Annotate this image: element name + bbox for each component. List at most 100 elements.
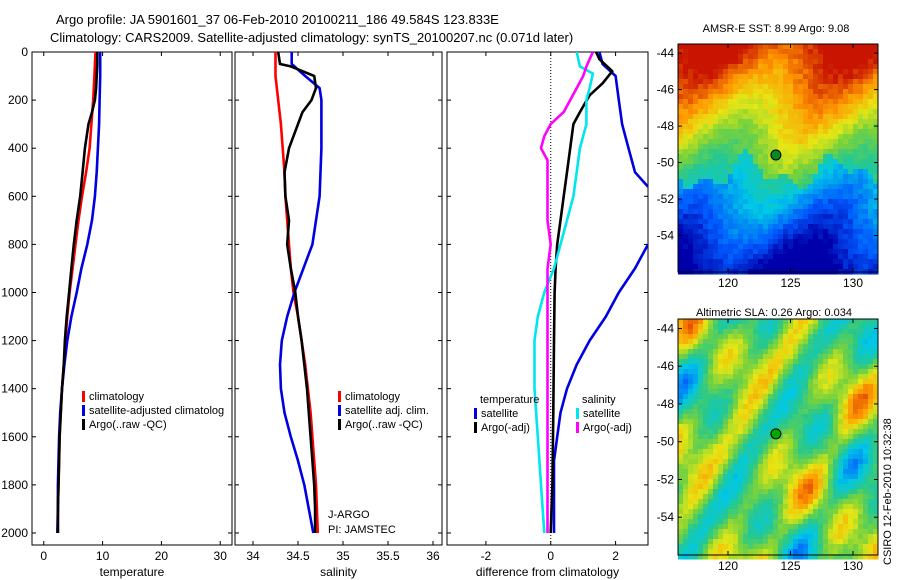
map-cell	[738, 104, 744, 110]
map-cell	[798, 334, 804, 340]
map-cell	[793, 179, 799, 185]
map-cell	[688, 444, 694, 450]
map-cell	[688, 99, 694, 105]
map-cell	[788, 514, 794, 520]
map-cell	[738, 469, 744, 475]
y-tick-label: 600	[8, 189, 28, 203]
map-cell	[868, 494, 874, 500]
map-cell	[828, 209, 834, 215]
map-cell	[758, 449, 764, 455]
map-cell	[803, 324, 809, 330]
map-cell	[733, 339, 739, 345]
map-cell	[798, 319, 804, 325]
map-cell	[753, 484, 759, 490]
map-cell	[803, 349, 809, 355]
map-cell	[728, 404, 734, 410]
map-cell	[683, 459, 689, 465]
map-cell	[803, 44, 809, 50]
map-cell	[833, 189, 839, 195]
map-cell	[783, 539, 789, 545]
map-cell	[813, 124, 819, 130]
map-cell	[733, 354, 739, 360]
map-cell	[778, 489, 784, 495]
map-cell	[758, 94, 764, 100]
map-cell	[773, 214, 779, 220]
map-cell	[753, 409, 759, 415]
map-cell	[678, 549, 684, 555]
map-cell	[773, 519, 779, 525]
map-cell	[873, 444, 879, 450]
map-cell	[838, 529, 844, 535]
map-cell	[713, 184, 719, 190]
map-cell	[683, 84, 689, 90]
map-cell	[808, 114, 814, 120]
map-cell	[818, 504, 824, 510]
map-cell	[748, 109, 754, 115]
map-cell	[693, 454, 699, 460]
map-cell	[798, 524, 804, 530]
map-cell	[753, 494, 759, 500]
map-cell	[678, 384, 684, 390]
map-cell	[838, 234, 844, 240]
map-cell	[743, 94, 749, 100]
map-cell	[763, 339, 769, 345]
map-cell	[713, 399, 719, 405]
map-cell	[683, 444, 689, 450]
map-cell	[823, 164, 829, 170]
map-cell	[838, 169, 844, 175]
map-cell	[788, 324, 794, 330]
map-cell	[693, 524, 699, 530]
map-cell	[843, 474, 849, 480]
map-cell	[813, 199, 819, 205]
map-cell	[758, 174, 764, 180]
map-cell	[683, 359, 689, 365]
map-cell	[753, 474, 759, 480]
map-cell	[798, 129, 804, 135]
map-cell	[813, 504, 819, 510]
map-cell	[753, 79, 759, 85]
map-cell	[803, 219, 809, 225]
map-cell	[753, 109, 759, 115]
map-cell	[808, 499, 814, 505]
map-cell	[818, 494, 824, 500]
map-cell	[808, 159, 814, 165]
map-cell	[728, 69, 734, 75]
map-cell	[873, 229, 879, 235]
map-cell	[873, 219, 879, 225]
map-cell	[838, 379, 844, 385]
map-cell	[803, 149, 809, 155]
map-cell	[768, 439, 774, 445]
map-cell	[713, 384, 719, 390]
map-cell	[773, 459, 779, 465]
map-cell	[733, 49, 739, 55]
map-cell	[838, 344, 844, 350]
map-cell	[688, 54, 694, 60]
map-cell	[808, 189, 814, 195]
map-cell	[843, 344, 849, 350]
map-cell	[823, 499, 829, 505]
map-cell	[858, 149, 864, 155]
map-cell	[808, 409, 814, 415]
map-cell	[718, 44, 724, 50]
map-cell	[838, 209, 844, 215]
map-cell	[853, 264, 859, 270]
map-cell	[763, 369, 769, 375]
map-cell	[693, 409, 699, 415]
map-cell	[823, 514, 829, 520]
map-cell	[868, 524, 874, 530]
map-cell	[738, 209, 744, 215]
map-cell	[793, 359, 799, 365]
map-cell	[848, 44, 854, 50]
map-cell	[833, 409, 839, 415]
map-cell	[838, 444, 844, 450]
map-cell	[788, 169, 794, 175]
map-cell	[703, 169, 709, 175]
map-cell	[858, 339, 864, 345]
map-cell	[678, 409, 684, 415]
map-cell	[838, 59, 844, 65]
map-cell	[798, 184, 804, 190]
map-cell	[813, 134, 819, 140]
map-cell	[778, 224, 784, 230]
map-cell	[733, 459, 739, 465]
map-cell	[783, 69, 789, 75]
